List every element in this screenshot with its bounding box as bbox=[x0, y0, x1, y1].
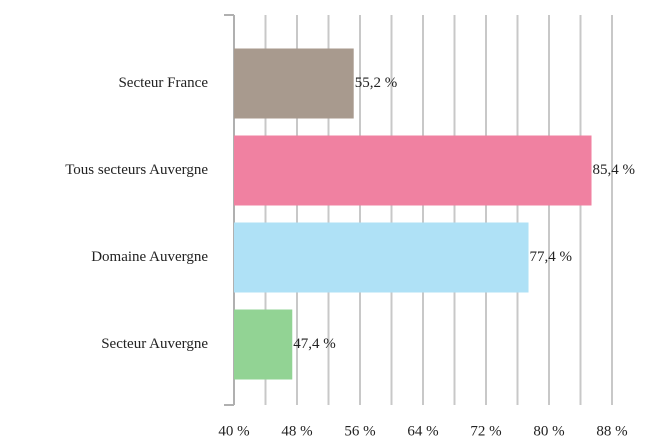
bar bbox=[234, 222, 529, 293]
y-tick-label: Secteur Auvergne bbox=[101, 336, 208, 352]
x-tick-label: 56 % bbox=[344, 423, 375, 439]
data-label: 47,4 % bbox=[293, 336, 336, 352]
x-tick-label: 64 % bbox=[407, 423, 438, 439]
x-tick-label: 80 % bbox=[533, 423, 564, 439]
bar bbox=[234, 135, 592, 206]
bar bbox=[234, 309, 293, 380]
x-tick-label: 48 % bbox=[281, 423, 312, 439]
x-tick-label: 72 % bbox=[470, 423, 501, 439]
data-label: 85,4 % bbox=[593, 162, 636, 178]
y-tick-label: Tous secteurs Auvergne bbox=[65, 162, 208, 178]
y-tick-label: Domaine Auvergne bbox=[91, 249, 208, 265]
x-tick-label: 40 % bbox=[218, 423, 249, 439]
data-label: 55,2 % bbox=[355, 75, 398, 91]
bar bbox=[234, 48, 354, 119]
data-label: 77,4 % bbox=[530, 249, 573, 265]
y-tick-label: Secteur France bbox=[118, 75, 208, 91]
x-tick-label: 88 % bbox=[596, 423, 627, 439]
